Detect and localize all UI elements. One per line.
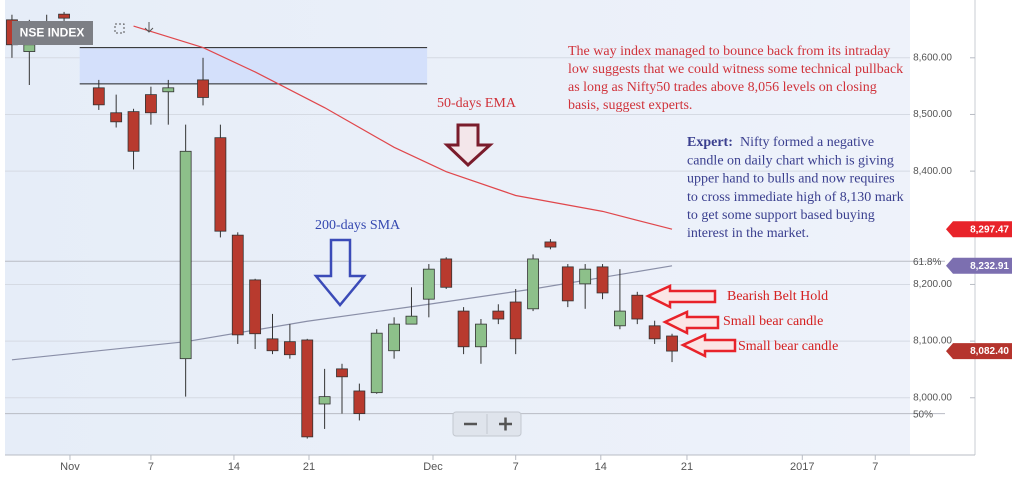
level-label: 61.8%	[913, 257, 941, 268]
x-tick-label: Nov	[60, 461, 80, 473]
candle-body	[336, 368, 348, 378]
y-tick-label: 8,200.00	[913, 279, 952, 290]
candle-body	[492, 310, 505, 320]
expert-line: Nifty formed a negative	[740, 135, 874, 150]
callout-label: Bearish Belt Hold	[727, 289, 828, 304]
zoom-in-button[interactable]	[499, 417, 512, 431]
x-tick-label: 21	[303, 461, 315, 473]
expert-line: to get some support based buying	[687, 208, 875, 223]
candle-body	[283, 341, 296, 356]
expert-line: to cross immediate high of 8,130 mark	[687, 190, 904, 205]
candle-body	[544, 241, 557, 248]
indicator-line	[133, 25, 673, 230]
candle-body	[527, 258, 539, 310]
candle-body	[614, 310, 626, 327]
download-icon[interactable]	[144, 22, 154, 33]
callout-label: Small bear candle	[723, 314, 823, 329]
expert-line: upper hand to bulls and now requires	[687, 172, 895, 187]
candle-body	[561, 266, 574, 302]
candle-body	[110, 112, 123, 123]
candle-body	[631, 294, 644, 320]
y-tick-label: 8,000.00	[913, 392, 952, 403]
y-tick-label: 8,100.00	[913, 336, 952, 347]
candle-body	[231, 234, 244, 336]
candle-body	[179, 150, 192, 360]
candle-body	[301, 339, 314, 438]
zoom-icon[interactable]	[114, 23, 125, 34]
ema-label: 50-days EMA	[437, 96, 517, 111]
candle-body	[370, 332, 383, 394]
candle-body	[353, 390, 366, 415]
candle-body	[579, 268, 592, 285]
y-tick-label: 8,600.00	[913, 52, 952, 63]
callout-arrow	[645, 284, 717, 310]
note-line: basis, suggest experts.	[568, 98, 692, 113]
x-tick-label: 14	[595, 461, 607, 473]
expert-label: Expert:	[687, 135, 733, 150]
candle-body	[249, 279, 262, 335]
candle-body	[475, 323, 487, 348]
x-tick-label: 7	[872, 461, 878, 473]
sma-label: 200-days SMA	[315, 218, 401, 233]
sma-arrow	[313, 238, 367, 307]
callout-arrow	[662, 310, 720, 336]
candle-body	[92, 87, 105, 106]
callout-arrow	[680, 333, 737, 359]
candle-body	[318, 396, 331, 405]
x-tick-label: 21	[681, 461, 693, 473]
price-tag	[946, 221, 1012, 238]
index-label: NSE INDEX	[20, 26, 85, 40]
index-label-box	[12, 21, 93, 45]
x-tick-label: 7	[513, 461, 519, 473]
callout-label: Small bear candle	[738, 339, 838, 354]
y-tick-label: 8,500.00	[913, 109, 952, 120]
price-tag-label: 8,082.40	[970, 346, 1009, 357]
candle-body	[440, 258, 453, 288]
ema-arrow	[443, 123, 494, 168]
candle-body	[266, 338, 279, 352]
level-label: 50%	[913, 409, 933, 420]
candle-body	[127, 111, 140, 152]
note-line: low suggests that we could witness some …	[568, 62, 903, 77]
note-line: The way index managed to bounce back fro…	[568, 44, 890, 59]
candle-body	[405, 315, 418, 325]
candle-body	[162, 87, 175, 93]
candle-body	[145, 94, 157, 114]
candle-body	[58, 13, 70, 19]
x-tick-label: 14	[228, 461, 240, 473]
x-tick-label: 7	[148, 461, 154, 473]
x-tick-label: Dec	[423, 461, 443, 473]
indicator-line	[11, 265, 673, 361]
candle-body	[388, 323, 400, 352]
candle-body	[596, 266, 609, 294]
x-tick-label: 2017	[790, 461, 814, 473]
expert-line: interest in the market.	[687, 226, 809, 241]
candle-body	[422, 268, 435, 300]
price-tag	[946, 257, 1012, 274]
zone	[79, 47, 428, 84]
candle-body	[666, 335, 678, 352]
candle-body	[509, 301, 522, 340]
candle-body	[457, 310, 470, 348]
price-tag-label: 8,297.47	[970, 224, 1009, 235]
candle-body	[214, 137, 227, 232]
candle-body	[23, 44, 36, 52]
candle-body	[648, 325, 661, 340]
candle-body	[197, 79, 209, 98]
y-tick-label: 8,400.00	[913, 166, 952, 177]
price-tag	[946, 343, 1012, 360]
expert-line: candle on daily chart which is giving	[687, 153, 894, 168]
note-line: as long as Nifty50 trades above 8,056 le…	[568, 80, 877, 95]
price-tag-label: 8,232.91	[970, 261, 1009, 272]
